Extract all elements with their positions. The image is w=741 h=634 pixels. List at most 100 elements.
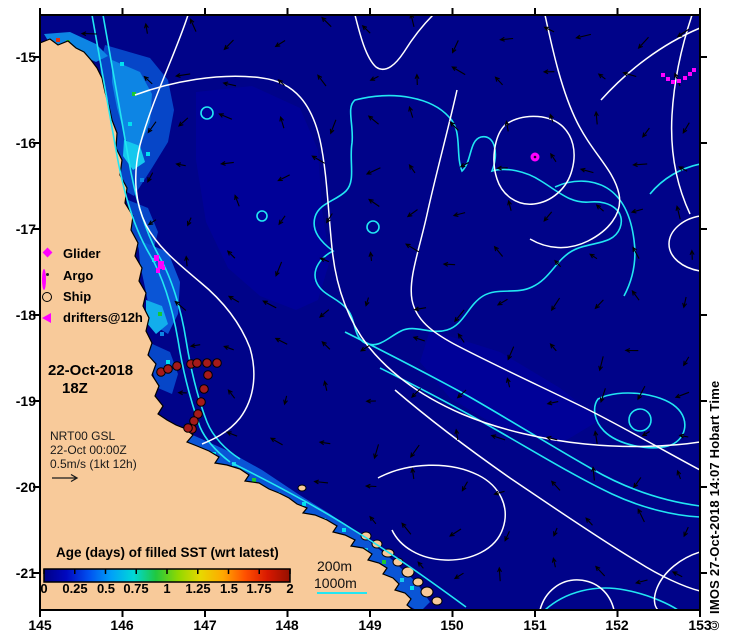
island [401, 566, 415, 578]
current-arrow [678, 166, 688, 172]
sea-level-contour [668, 215, 700, 272]
nrt-datetime-label: 22-Oct 00:00Z [50, 443, 127, 457]
current-arrow [369, 515, 377, 525]
current-arrow [597, 73, 606, 80]
lat-label-17: -17 [15, 221, 36, 237]
current-arrow [453, 572, 464, 580]
current-arrow [507, 199, 512, 211]
lat-label-20: -20 [15, 479, 36, 495]
current-arrow [591, 466, 596, 481]
current-arrow [184, 255, 189, 267]
current-arrow [682, 296, 688, 309]
sea-level-contour [377, 464, 506, 561]
current-arrow [417, 561, 424, 569]
sea-level-contour [410, 89, 700, 471]
current-arrow [318, 440, 331, 446]
current-arrow [442, 261, 456, 267]
current-arrow [360, 344, 370, 352]
current-arrow [551, 556, 557, 568]
ship-obs-dot [199, 384, 209, 394]
depth-1000m-label: 1000m [314, 575, 357, 591]
lat-label-19: -19 [15, 393, 36, 409]
sea-level-contour [354, 15, 434, 71]
lon-label-148: 148 [275, 617, 299, 633]
sst-age-patch [196, 86, 330, 310]
current-arrow [311, 155, 325, 164]
lon-label-146: 146 [110, 617, 134, 633]
current-arrow [497, 566, 502, 582]
current-arrow [507, 346, 515, 361]
glider-track-marker [156, 268, 160, 273]
current-arrow [689, 249, 695, 260]
drifter-marker [683, 76, 687, 80]
bathy-1000m-contour [649, 163, 700, 195]
current-arrow [546, 400, 559, 406]
current-arrow [641, 431, 650, 437]
island [420, 586, 434, 598]
sst-age-speckle [158, 312, 162, 316]
ship-obs-dot [203, 370, 213, 380]
current-arrow [554, 259, 562, 268]
current-arrow [279, 115, 285, 129]
island [412, 577, 424, 587]
current-arrow [189, 18, 197, 32]
sst-age-patch [128, 200, 158, 256]
sea-level-contour [539, 579, 615, 610]
sst-age-speckle [410, 586, 414, 590]
current-arrow [365, 398, 376, 404]
current-arrow [368, 198, 380, 207]
argo-float-marker-center [533, 155, 537, 159]
current-arrow [313, 479, 329, 485]
current-arrow [283, 395, 288, 406]
colorbar-tick-1: 1 [163, 581, 171, 596]
colorbar-tick-15: 1.5 [219, 581, 239, 596]
colorbar-tick-2: 2 [286, 581, 294, 596]
legend-label-glider: Glider [63, 246, 101, 261]
current-arrow [227, 295, 240, 303]
colorbar-tick-05: 0.5 [96, 581, 116, 596]
current-arrow [364, 483, 377, 489]
current-arrow [632, 246, 640, 259]
current-arrow [177, 390, 187, 396]
ship-obs-dot [192, 358, 202, 368]
lon-label-145: 145 [28, 617, 52, 633]
current-arrow [624, 348, 639, 353]
bathy-1000m-contour [256, 210, 268, 222]
island [297, 484, 307, 492]
bathy-1000m-contour [544, 587, 679, 610]
current-arrow [542, 69, 555, 75]
ship-obs-dot [202, 358, 212, 368]
current-arrow [496, 298, 508, 306]
current-arrow [550, 152, 557, 163]
current-arrow [504, 531, 510, 542]
current-arrow [321, 16, 332, 28]
current-vector-field [80, 15, 695, 585]
current-arrow [317, 74, 327, 87]
sea-level-contour [394, 389, 700, 592]
bathy-1000m-contour [628, 408, 652, 432]
current-arrow [147, 172, 154, 183]
current-arrow [451, 40, 459, 54]
current-arrow [147, 121, 157, 134]
drifter-marker [666, 77, 670, 81]
current-arrow [682, 122, 690, 134]
bathy-1000m-contour [344, 331, 700, 507]
current-arrow [550, 480, 561, 491]
lon-label-147: 147 [193, 617, 217, 633]
current-arrow [683, 356, 690, 367]
current-arrow [637, 508, 645, 523]
depth-200m-label: 200m [317, 558, 353, 574]
current-arrow [220, 161, 234, 166]
current-arrow [599, 388, 606, 403]
current-arrow [637, 36, 649, 50]
sst-age-patch [146, 300, 168, 334]
bathy-1000m-contour [231, 462, 467, 608]
current-arrow [223, 345, 234, 351]
current-arrow [493, 245, 504, 257]
current-arrow [494, 76, 504, 86]
sst-age-speckle [120, 62, 124, 66]
sst-age-speckle [132, 92, 136, 96]
sea-level-contour [135, 15, 255, 445]
sst-age-speckle [342, 528, 346, 532]
